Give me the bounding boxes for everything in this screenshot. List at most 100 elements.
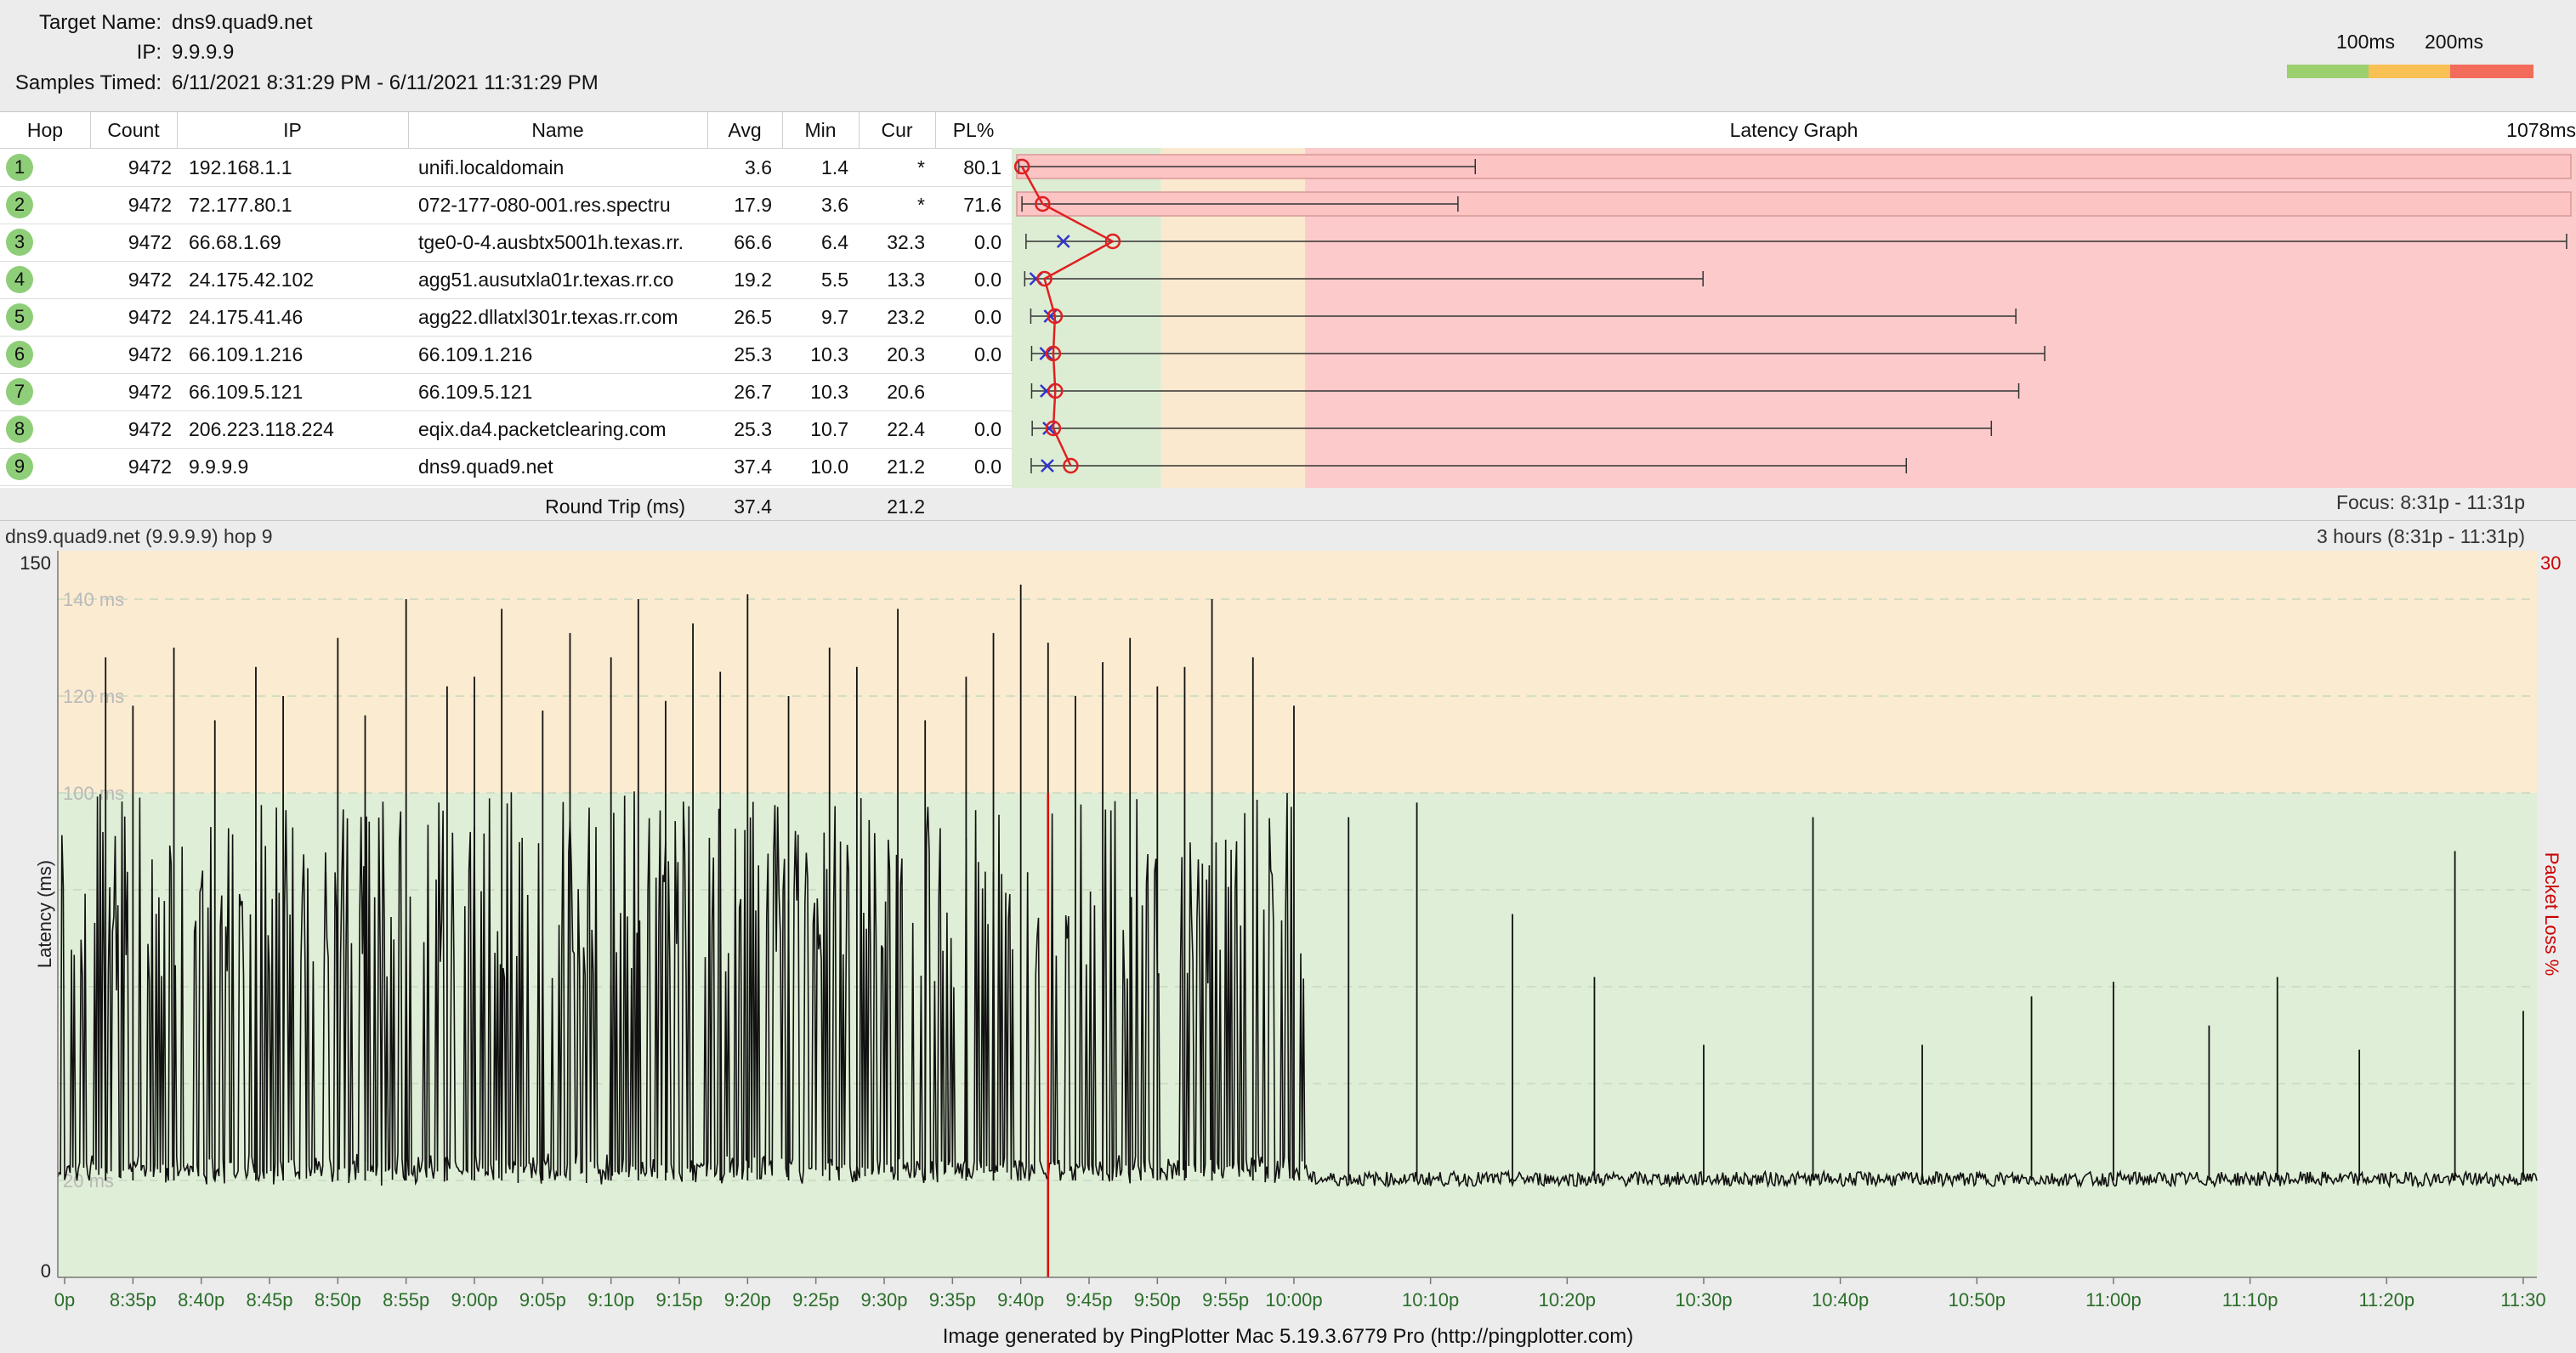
x-tick-label: 9:55p [1202,1289,1249,1311]
samples-timed-value: 6/11/2021 8:31:29 PM - 6/11/2021 11:31:2… [172,71,599,94]
cell-count: 9472 [128,269,172,291]
focus-range-label: Focus: 8:31p - 11:31p [2335,491,2525,513]
col-cur[interactable]: Cur [859,112,936,148]
cell-ip: 66.68.1.69 [189,231,281,253]
cell-name: 66.109.5.121 [418,381,533,403]
hop-number-badge: 1 [6,154,33,181]
latency-graph-panel: Latency Graph 1078ms [1012,112,2576,488]
average-latency-marker [1104,233,1121,250]
cell-pl: 0.0 [974,456,1001,478]
ip-label: IP: [136,41,162,64]
scale-red-bar [2450,65,2533,78]
x-tick-label: 9:30p [860,1289,907,1311]
cell-pl [935,373,1001,410]
x-tick-label: 9:10p [587,1289,634,1311]
cell-cur: 23.2 [887,306,925,328]
cell-min: 10.7 [810,418,848,440]
table-row[interactable]: 4 9472 24.175.42.102 agg51.ausutxla01r.texa… [0,261,1012,299]
cell-min: 10.0 [810,456,848,478]
cell-cur: 20.3 [887,343,925,365]
cell-min: 3.6 [821,194,848,216]
x-tick-label: 11:00p [2085,1289,2142,1311]
col-avg[interactable]: Avg [707,112,783,148]
x-tick-label: 10:30p [1675,1289,1732,1311]
packet-loss-axis-max: 30 [2540,552,2561,574]
cell-avg: 25.3 [734,343,772,365]
cell-ip: 66.109.5.121 [189,381,304,403]
table-row[interactable]: 6 9472 66.109.1.216 66.109.1.216 25.3 10.3 20.… [0,336,1012,374]
col-count[interactable]: Count [90,112,178,148]
cell-count: 9472 [128,381,172,403]
round-trip-avg: 37.4 [734,495,772,518]
col-hop[interactable]: Hop [0,112,91,148]
cell-pl: 0.0 [974,231,1001,253]
cell-count: 9472 [128,456,172,478]
average-latency-line [1021,166,1115,467]
latency-graph-canvas[interactable] [1012,148,2576,488]
cell-name: agg51.ausutxla01r.texas.rr.co [418,269,674,291]
round-trip-cur: 21.2 [887,495,925,518]
cell-ip: 72.177.80.1 [189,194,292,216]
cell-avg: 19.2 [734,269,772,291]
hop-number-badge: 8 [6,416,33,443]
latency-series-line [57,791,2538,1189]
col-pl[interactable]: PL% [935,112,1013,148]
col-name[interactable]: Name [408,112,708,148]
cell-min: 1.4 [821,156,848,178]
x-tick-label: 10:50p [1949,1289,2006,1311]
x-tick-label: 11:20p [2358,1289,2414,1311]
x-tick-label: 11:10p [2222,1289,2278,1311]
table-row[interactable]: 2 9472 72.177.80.1 072-177-080-001.res.spec… [0,186,1012,224]
table-row[interactable]: 7 9472 66.109.5.121 66.109.5.121 26.7 10.3 20.… [0,373,1012,411]
x-tick-label: 8:55p [383,1289,429,1311]
cell-cur: * [917,194,925,216]
cell-pl: 71.6 [963,194,1001,216]
cell-count: 9472 [128,343,172,365]
cell-name: eqix.da4.packetclearing.com [418,418,667,440]
cell-pl: 80.1 [963,156,1001,178]
hop-number-badge: 2 [6,191,33,218]
latency-graph-header: Latency Graph 1078ms [1012,112,2576,149]
x-tick-label: 8:50p [315,1289,361,1311]
cell-name: 072-177-080-001.res.spectru [418,194,671,216]
band-label: 140 ms [63,589,124,610]
cell-min: 5.5 [821,269,848,291]
x-tick-label: 9:40p [997,1289,1044,1311]
average-latency-marker [1035,195,1051,212]
cell-min: 10.3 [810,343,848,365]
table-row[interactable]: 1 9472 192.168.1.1 unifi.localdomain 3.6 1.4 *… [0,149,1012,187]
hop-number-badge: 4 [6,266,33,293]
x-tick-label: 11:30 [2500,1289,2545,1311]
x-tick-label: 9:25p [792,1289,839,1311]
hop-number-badge: 5 [6,303,33,331]
cell-name: agg22.dllatxl301r.texas.rr.com [418,306,678,328]
table-row[interactable]: 9 9472 9.9.9.9 dns9.quad9.net 37.4 10.0 21.2 0.… [0,448,1012,486]
x-tick-label: 9:20p [724,1289,771,1311]
cell-cur: 21.2 [887,456,925,478]
hop-number-badge: 3 [6,229,33,256]
hop-table: Hop Count IP Name Avg Min Cur PL% 1 9472 1… [0,112,1013,525]
col-ip[interactable]: IP [177,112,409,148]
cell-name: unifi.localdomain [418,156,565,178]
cell-cur: 13.3 [887,269,925,291]
table-row[interactable]: 8 9472 206.223.118.224 eqix.da4.packetclear… [0,410,1012,449]
x-tick-label: 10:10p [1402,1289,1459,1311]
table-row[interactable]: 3 9472 66.68.1.69 tge0-0-4.ausbtx5001h.texa… [0,224,1012,262]
cell-avg: 66.6 [734,231,772,253]
scale-100ms-label: 100ms [2336,31,2396,53]
latency-graph-title: Latency Graph [1729,119,1858,141]
cell-avg: 26.7 [734,381,772,403]
average-latency-marker [1036,270,1053,287]
table-row[interactable]: 5 9472 24.175.41.46 agg22.dllatxl301r.texas… [0,298,1012,337]
y-axis-title: Latency (ms) [34,860,55,968]
latency-graph-max: 1078ms [2506,119,2576,141]
cell-min: 6.4 [821,231,848,253]
x-tick-label: 8:35p [110,1289,156,1311]
col-min[interactable]: Min [782,112,860,148]
cell-avg: 37.4 [734,456,772,478]
cell-name: 66.109.1.216 [418,343,533,365]
cell-pl: 0.0 [974,306,1001,328]
latency-scale-legend: 100ms 200ms [2287,31,2533,78]
cell-name: dns9.quad9.net [418,456,553,478]
